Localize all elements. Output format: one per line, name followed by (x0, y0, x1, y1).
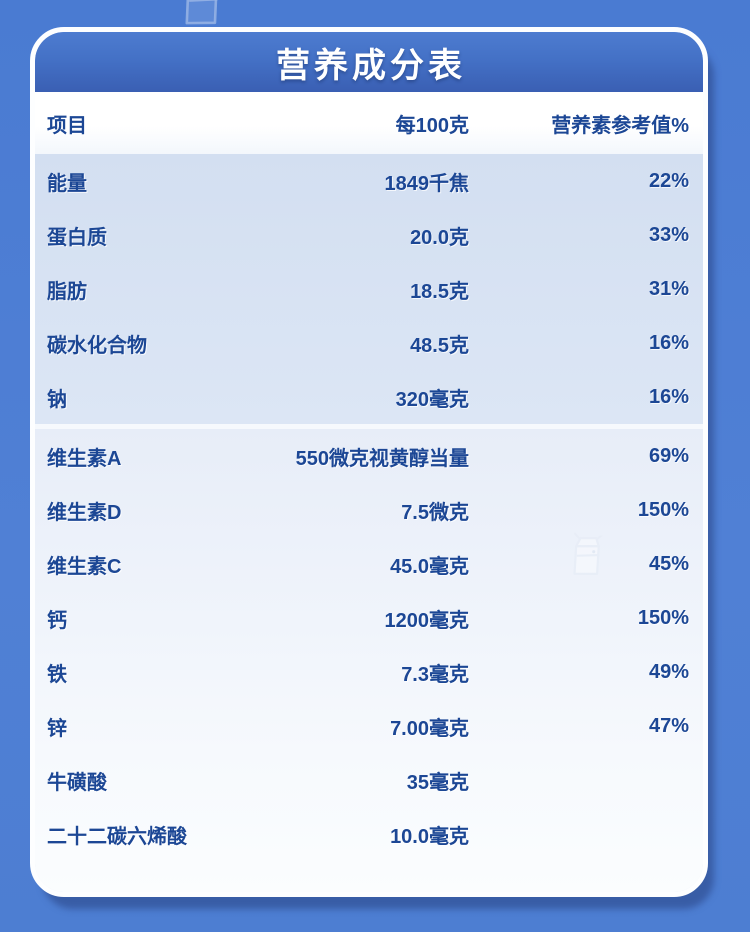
section-micronutrients: 维生素A 550微克视黄醇当量 69% 维生素D 7.5微克 150% 维生素C… (35, 429, 703, 892)
table-row: 锌 7.00毫克 47% (35, 699, 703, 753)
table-row: 维生素D 7.5微克 150% (35, 483, 703, 537)
column-header-item: 项目 (47, 114, 87, 137)
table-row: 蛋白质 20.0克 33% (35, 208, 703, 262)
nutrient-amount: 320毫克 (395, 388, 469, 411)
nutrient-amount: 1200毫克 (384, 609, 470, 632)
table-row: 碳水化合物 48.5克 16% (35, 316, 703, 370)
table-row: 牛磺酸 35毫克 (35, 753, 703, 807)
nutrient-nrv: 33% (648, 223, 689, 246)
nutrient-amount: 35毫克 (406, 771, 469, 794)
nutrient-nrv: 150% (637, 606, 689, 629)
nutrient-name: 钠 (47, 388, 67, 411)
nutrient-name: 碳水化合物 (47, 334, 147, 357)
table-row: 维生素A 550微克视黄醇当量 69% (35, 429, 703, 483)
nutrient-nrv: 49% (648, 660, 689, 683)
page-title: 营养成分表 (276, 46, 466, 85)
nutrient-nrv: 31% (648, 277, 689, 300)
column-header-per100g: 每100克 (395, 114, 469, 137)
nutrient-name: 脂肪 (47, 280, 87, 303)
nutrient-nrv: 47% (648, 714, 689, 737)
nutrient-name: 铁 (47, 663, 67, 686)
nutrient-name: 牛磺酸 (47, 771, 107, 794)
table-row: 脂肪 18.5克 31% (35, 262, 703, 316)
card-header-bar: 营养成分表 (35, 32, 703, 92)
nutrient-nrv: 45% (648, 552, 689, 575)
nutrient-amount: 1849千焦 (384, 172, 470, 195)
column-header-nrv: 营养素参考值% (551, 114, 689, 137)
nutrient-nrv: 69% (648, 444, 689, 467)
nutrient-name: 二十二碳六烯酸 (47, 825, 187, 848)
nutrient-amount: 10.0毫克 (390, 825, 469, 848)
nutrient-name: 钙 (47, 609, 67, 632)
nutrient-name: 能量 (47, 172, 87, 195)
nutrient-name: 锌 (47, 717, 67, 740)
nutrient-name: 维生素C (47, 555, 122, 578)
section-divider (35, 424, 703, 429)
section-macronutrients: 能量 1849千焦 22% 蛋白质 20.0克 33% 脂肪 18.5克 31% (35, 154, 703, 424)
nutrient-amount: 45.0毫克 (390, 555, 469, 578)
nutrient-amount: 7.5微克 (401, 501, 469, 524)
nutrient-amount: 7.00毫克 (390, 717, 469, 740)
nutrient-name: 维生素D (47, 501, 122, 524)
nutrient-nrv: 16% (648, 385, 689, 408)
nutrient-nrv: 16% (648, 331, 689, 354)
table-row: 钙 1200毫克 150% (35, 591, 703, 645)
nutrient-amount: 20.0克 (410, 226, 469, 249)
nutrient-name: 蛋白质 (47, 226, 107, 249)
nutrient-name: 维生素A (47, 447, 122, 470)
nutrient-nrv: 22% (648, 169, 689, 192)
nutrient-nrv: 150% (637, 498, 689, 521)
table-row: 铁 7.3毫克 49% (35, 645, 703, 699)
nutrient-amount: 7.3毫克 (401, 663, 469, 686)
table-row: 维生素C 45.0毫克 45% (35, 537, 703, 591)
nutrition-card: 营养成分表 项目 每100克 营养素参考值% 能量 1849千焦 22% 蛋白质… (30, 27, 708, 897)
nutrient-amount: 550微克视黄醇当量 (295, 447, 469, 470)
table-row: 钠 320毫克 16% (35, 370, 703, 424)
nutrient-amount: 48.5克 (410, 334, 469, 357)
table-row: 能量 1849千焦 22% (35, 154, 703, 208)
nutrition-card-inner: 营养成分表 项目 每100克 营养素参考值% 能量 1849千焦 22% 蛋白质… (35, 32, 703, 892)
table-row: 二十二碳六烯酸 10.0毫克 (35, 807, 703, 861)
table-column-header: 项目 每100克 营养素参考值% (35, 92, 703, 154)
nutrient-amount: 18.5克 (410, 280, 469, 303)
